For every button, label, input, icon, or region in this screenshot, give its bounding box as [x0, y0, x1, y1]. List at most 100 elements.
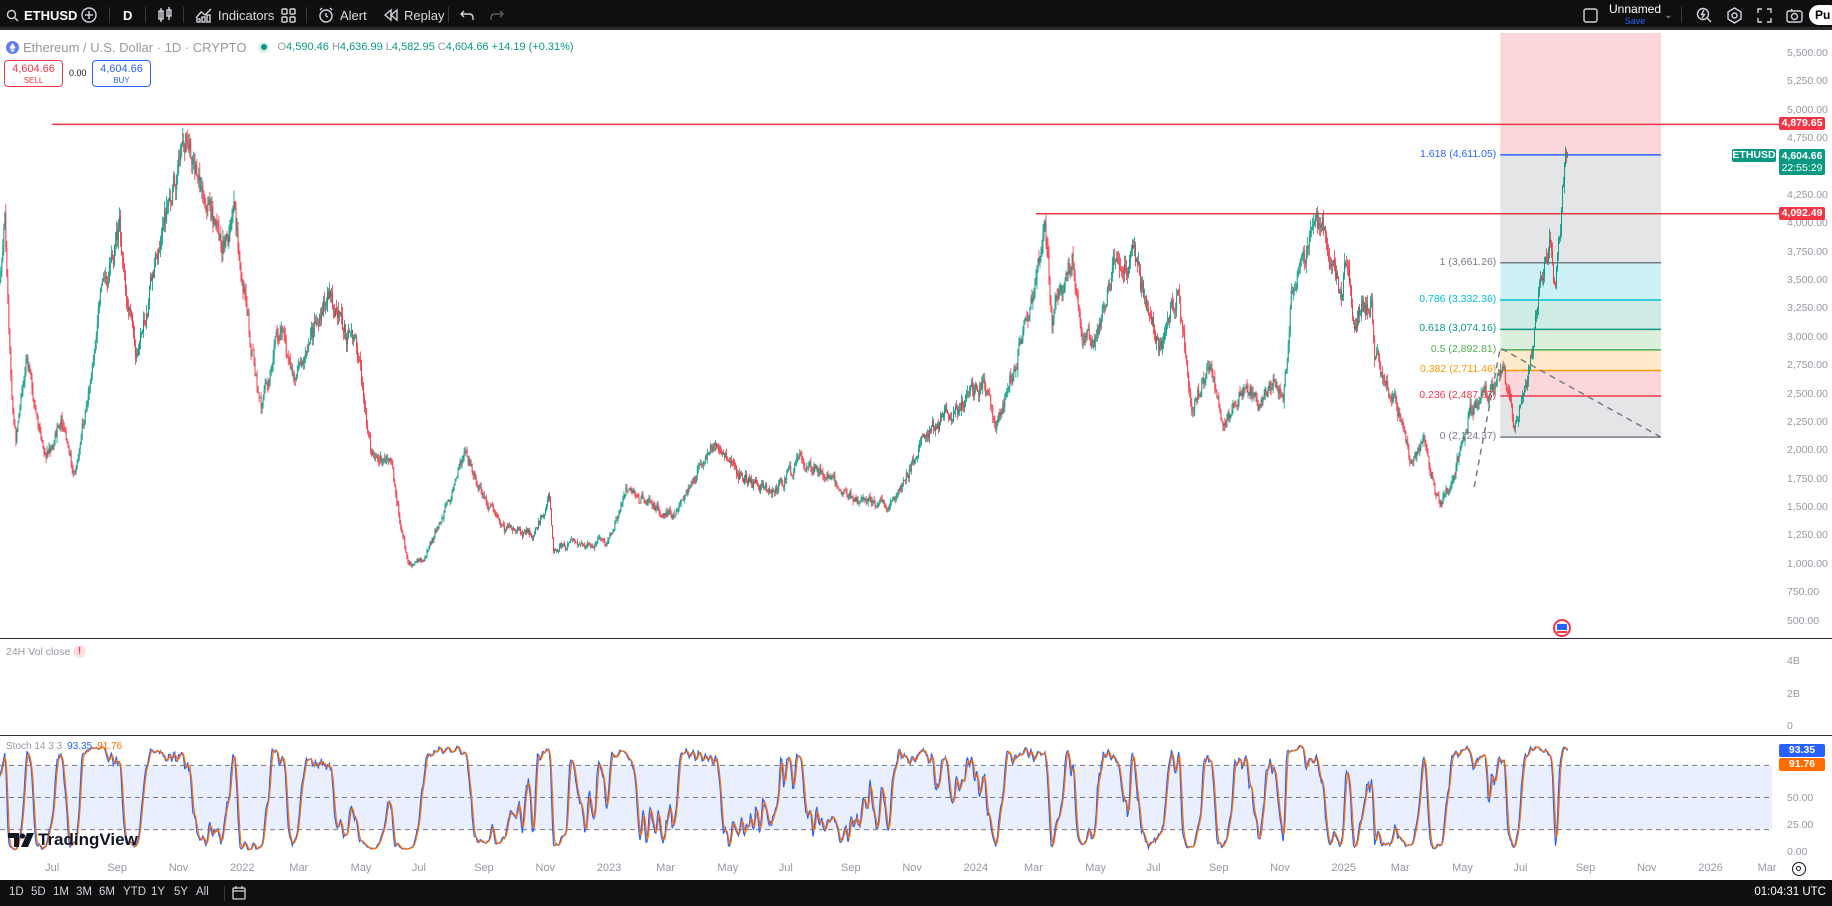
candle-body — [138, 348, 139, 355]
candle-body — [692, 478, 694, 483]
candle-body — [1488, 394, 1490, 404]
symbol-title[interactable]: Ethereum / U.S. Dollar · 1D · CRYPTO — [23, 39, 247, 55]
stoch-legend[interactable]: Stoch 14 3 3 93.35 91.76 — [6, 741, 122, 752]
compare-button[interactable] — [80, 0, 98, 30]
pane-divider[interactable] — [0, 735, 1832, 736]
candle-body — [742, 475, 743, 479]
snapshot-button[interactable] — [1786, 0, 1803, 30]
candle-body — [1536, 311, 1537, 315]
candle-body — [1027, 320, 1029, 322]
candle-body — [222, 240, 224, 253]
candle-body — [1482, 387, 1484, 392]
range-button-ytd[interactable]: YTD — [123, 886, 146, 898]
tradingview-logo[interactable]: TradingView — [8, 830, 138, 850]
utc-clock[interactable]: 01:04:31 UTC — [1754, 886, 1826, 898]
sell-button[interactable]: 4,604.66 SELL — [4, 60, 63, 87]
candle-body — [381, 456, 383, 462]
candle-body — [856, 498, 858, 502]
multi-layout-button[interactable] — [1583, 0, 1598, 30]
indicators-button[interactable]: Indicators — [195, 0, 274, 30]
horizontal-lines[interactable] — [52, 123, 1779, 215]
candle-body — [1001, 411, 1003, 414]
range-button-all[interactable]: All — [196, 886, 209, 898]
fib-retracement[interactable] — [1473, 33, 1662, 488]
economic-event-flag-icon[interactable] — [1553, 619, 1571, 637]
price-axis-label: 3,500.00 — [1787, 274, 1828, 286]
candle-body — [1458, 453, 1460, 461]
fullscreen-button[interactable] — [1757, 0, 1772, 30]
settings-button[interactable] — [1726, 0, 1743, 30]
candle-body — [1391, 396, 1393, 402]
candle-body — [778, 484, 780, 491]
range-button-5y[interactable]: 5Y — [174, 886, 189, 898]
redo-button[interactable] — [490, 0, 504, 30]
save-link[interactable]: Save — [1624, 16, 1646, 26]
candle-body — [340, 312, 341, 314]
candle-body — [377, 456, 379, 458]
candle-body — [1475, 400, 1477, 408]
candle-body — [720, 452, 722, 455]
candle-body — [1180, 303, 1182, 320]
candle-body — [1141, 283, 1142, 290]
candle-body — [367, 425, 369, 431]
chart-type-button[interactable] — [157, 0, 173, 30]
candle-body — [457, 469, 459, 476]
candle-body — [348, 330, 349, 338]
calendar-goto-icon[interactable] — [231, 885, 247, 901]
alert-button[interactable]: Alert — [318, 0, 367, 30]
candle-body — [1473, 408, 1475, 415]
candle-body — [196, 165, 198, 176]
buy-button[interactable]: 4,604.66 BUY — [92, 60, 151, 87]
candle-body — [410, 562, 412, 565]
symbol-search[interactable]: ETHUSD — [6, 0, 77, 30]
candle-body — [629, 488, 631, 490]
layouts-button[interactable] — [281, 0, 296, 30]
undo-button[interactable] — [460, 0, 474, 30]
candle-body — [1306, 245, 1308, 253]
volume-pane-title[interactable]: 24H Vol close — [6, 646, 71, 658]
grid-icon — [281, 7, 296, 23]
fullscreen-icon — [1757, 7, 1772, 23]
range-button-6m[interactable]: 6M — [99, 886, 115, 898]
candle-body — [1450, 484, 1452, 487]
candle-body — [885, 505, 887, 509]
publish-button[interactable]: Pu — [1809, 0, 1832, 30]
time-axis-label: 2026 — [1698, 862, 1723, 874]
candle-body — [249, 332, 251, 348]
market-open-indicator[interactable] — [258, 41, 270, 53]
error-icon[interactable]: ! — [73, 645, 86, 658]
candle-body — [9, 328, 11, 350]
candle-body — [1539, 286, 1540, 293]
candle-body — [1412, 460, 1414, 462]
candle-body — [790, 466, 792, 473]
range-button-1d[interactable]: 1D — [9, 886, 24, 898]
candle-body — [285, 342, 287, 355]
quick-search-button[interactable] — [1696, 0, 1713, 30]
layout-name-button[interactable]: Unnamed Save — [1609, 0, 1661, 30]
chevron-down-icon[interactable]: ⌄ — [1664, 9, 1673, 21]
range-button-3m[interactable]: 3M — [76, 886, 92, 898]
pane-divider[interactable] — [0, 638, 1832, 639]
range-button-1m[interactable]: 1M — [53, 886, 69, 898]
candle-body — [1172, 299, 1174, 308]
candle-body — [444, 505, 446, 511]
candle-body — [1464, 432, 1466, 441]
axis-settings-gear-icon[interactable] — [1792, 862, 1806, 876]
range-button-1y[interactable]: 1Y — [151, 886, 166, 898]
candle-body — [1266, 391, 1268, 397]
candle-body — [887, 509, 889, 510]
candle-body — [439, 522, 441, 524]
interval-button[interactable]: D — [123, 7, 133, 23]
replay-button[interactable]: Replay — [383, 0, 444, 30]
candle-body — [316, 324, 318, 326]
candle-body — [1036, 270, 1038, 280]
candle-body — [573, 538, 575, 540]
candle-body — [19, 409, 21, 414]
candle-body — [745, 474, 746, 479]
price-axis-label: 4,250.00 — [1787, 188, 1828, 201]
candle-body — [276, 332, 278, 336]
range-button-5d[interactable]: 5D — [31, 886, 46, 898]
candle-body — [566, 547, 568, 550]
square-icon — [1583, 7, 1598, 23]
